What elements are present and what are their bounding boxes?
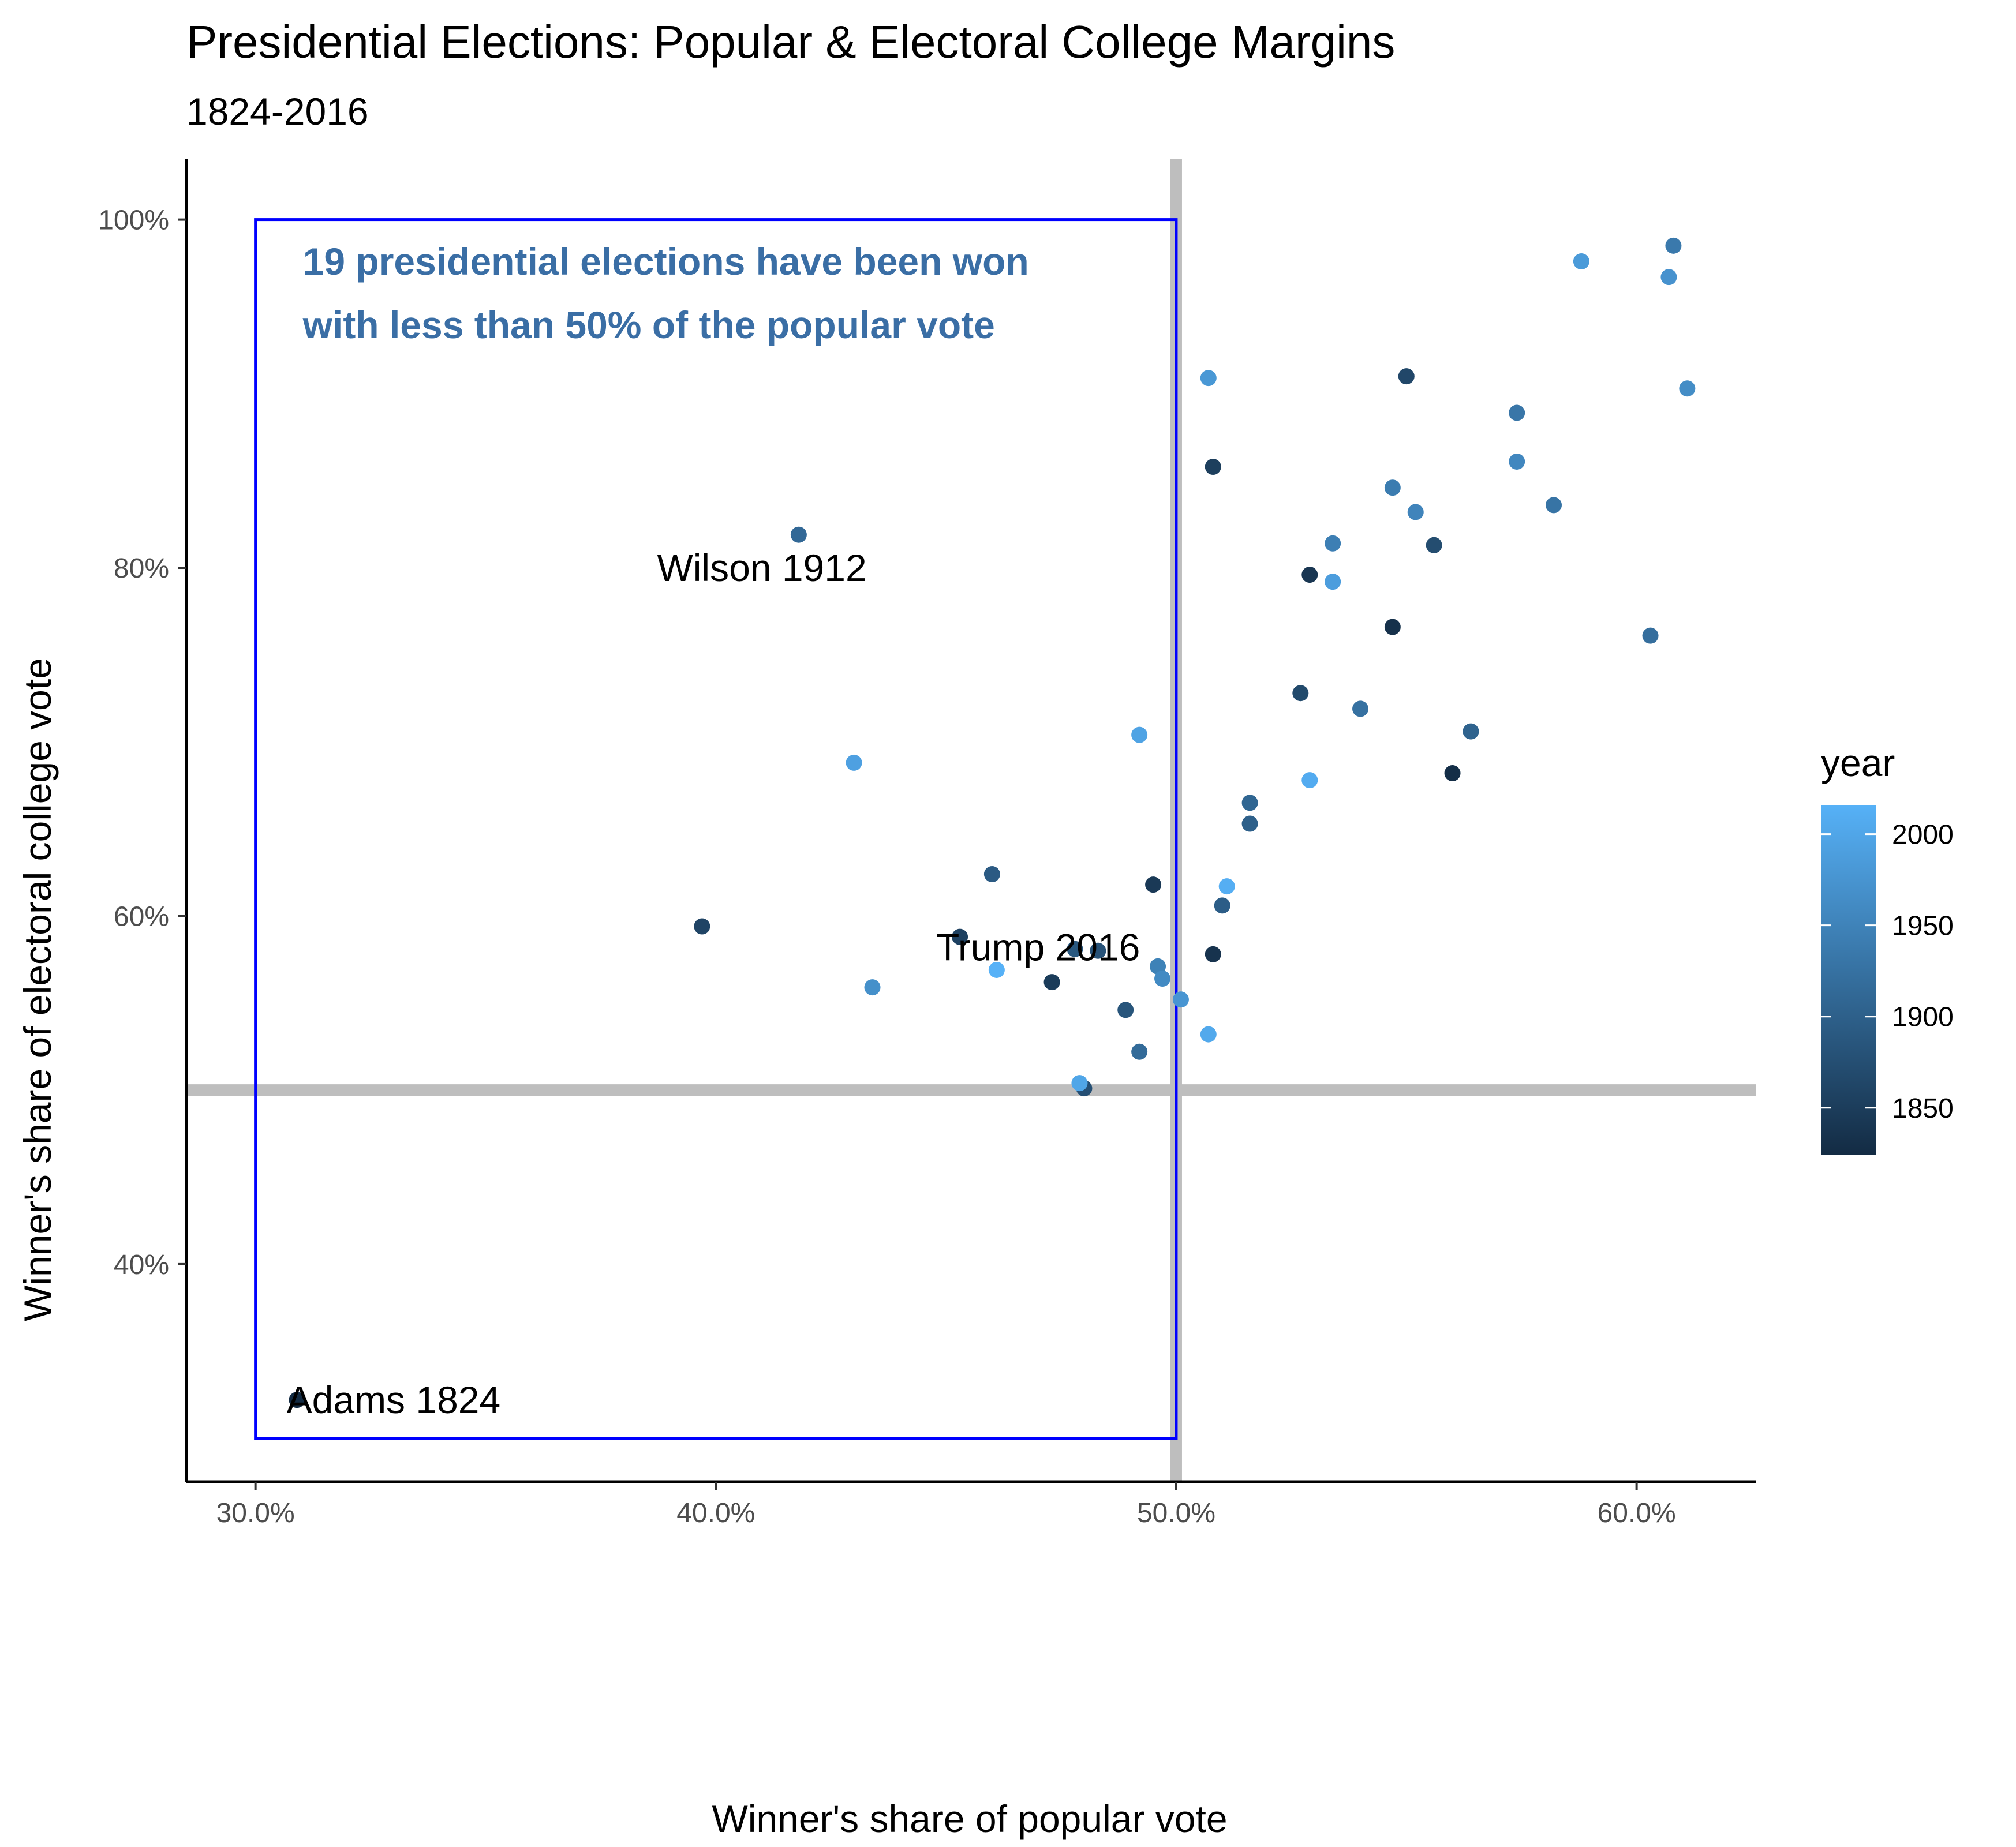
data-point — [1131, 1043, 1148, 1060]
data-point — [1241, 795, 1258, 811]
x-axis-title: Winner's share of popular vote — [712, 1797, 1227, 1840]
data-point — [1642, 627, 1659, 644]
data-point — [694, 918, 710, 935]
chart-title: Presidential Elections: Popular & Electo… — [186, 16, 1395, 68]
y-tick-label: 80% — [114, 553, 169, 584]
data-point — [1218, 878, 1235, 895]
point-label: Wilson 1912 — [657, 546, 866, 589]
data-point — [1200, 1026, 1217, 1043]
data-point — [1150, 958, 1166, 975]
data-point — [790, 526, 807, 543]
data-point — [1205, 459, 1221, 475]
data-point — [1463, 723, 1479, 740]
data-point — [952, 928, 968, 945]
points-layer — [289, 237, 1696, 1408]
data-point — [1200, 370, 1217, 387]
x-tick-label: 40.0% — [676, 1498, 755, 1528]
annotations-layer: Wilson 1912 Trump 2016 Adams 1824 — [287, 546, 1140, 1421]
data-point — [1071, 1075, 1088, 1092]
y-tick-label: 60% — [114, 901, 169, 932]
data-point — [1444, 765, 1461, 782]
x-axis-ticks: 30.0% 40.0% 50.0% 60.0% — [216, 1482, 1676, 1528]
x-tick-label: 60.0% — [1598, 1498, 1676, 1528]
data-point — [1301, 567, 1318, 583]
y-axis-title: Winner's share of electoral college vote — [16, 658, 59, 1321]
data-point — [1573, 253, 1589, 270]
point-label: Adams 1824 — [287, 1378, 501, 1421]
highlight-box — [254, 218, 1178, 1440]
legend-tick-label: 1900 — [1892, 1002, 1954, 1033]
x-tick-label: 50.0% — [1137, 1498, 1215, 1528]
y-axis-ticks: 40% 60% 80% 100% — [98, 205, 186, 1280]
data-point — [289, 1392, 305, 1408]
legend-tick-label: 2000 — [1892, 820, 1954, 851]
data-point — [1292, 685, 1309, 702]
data-point — [1172, 991, 1189, 1008]
data-point — [1117, 1002, 1134, 1018]
legend-tick-label: 1950 — [1892, 911, 1954, 942]
legend-ticks: 1850 1900 1950 2000 — [1821, 820, 1954, 1124]
data-point — [1660, 269, 1677, 286]
legend-title: year — [1821, 741, 1895, 784]
data-point — [1205, 946, 1221, 962]
data-point — [1301, 772, 1318, 789]
data-point — [1509, 404, 1525, 421]
data-point — [1131, 726, 1148, 743]
y-tick-label: 100% — [98, 205, 169, 236]
legend-tick-label: 1850 — [1892, 1093, 1954, 1124]
data-point — [1384, 619, 1401, 635]
data-point — [1090, 942, 1106, 959]
data-point — [1145, 876, 1162, 893]
data-point — [864, 979, 881, 996]
chart-subtitle: 1824-2016 — [186, 90, 369, 133]
data-point — [1067, 941, 1083, 957]
note-annotation: 19 presidential elections have been won w… — [302, 240, 1029, 346]
note-line: with less than 50% of the popular vote — [302, 304, 995, 346]
plot-panel: 19 presidential elections have been won w… — [186, 159, 1756, 1482]
data-point — [983, 866, 1000, 883]
data-point — [1426, 537, 1442, 553]
note-line: 19 presidential elections have been won — [303, 240, 1029, 283]
data-point — [1043, 974, 1060, 991]
point-label: Trump 2016 — [936, 926, 1140, 969]
data-point — [1398, 368, 1415, 385]
data-point — [1241, 815, 1258, 832]
legend-colorbar — [1821, 805, 1876, 1155]
data-point — [1384, 479, 1401, 496]
data-point — [1325, 574, 1341, 590]
data-point — [988, 961, 1005, 978]
data-point — [1509, 453, 1525, 470]
data-point — [1546, 497, 1562, 514]
data-point — [846, 754, 862, 771]
data-point — [1679, 380, 1696, 397]
y-tick-label: 40% — [114, 1250, 169, 1280]
data-point — [1407, 504, 1424, 520]
data-point — [1154, 971, 1171, 987]
data-point — [1352, 700, 1369, 717]
axes: 30.0% 40.0% 50.0% 60.0% 40% 60% 80% 100% — [98, 159, 1756, 1528]
data-point — [1665, 237, 1682, 254]
data-point — [1325, 535, 1341, 552]
data-point — [1214, 897, 1230, 914]
x-tick-label: 30.0% — [216, 1498, 295, 1528]
legend: year 1850 1900 1950 2000 — [1821, 741, 1954, 1155]
